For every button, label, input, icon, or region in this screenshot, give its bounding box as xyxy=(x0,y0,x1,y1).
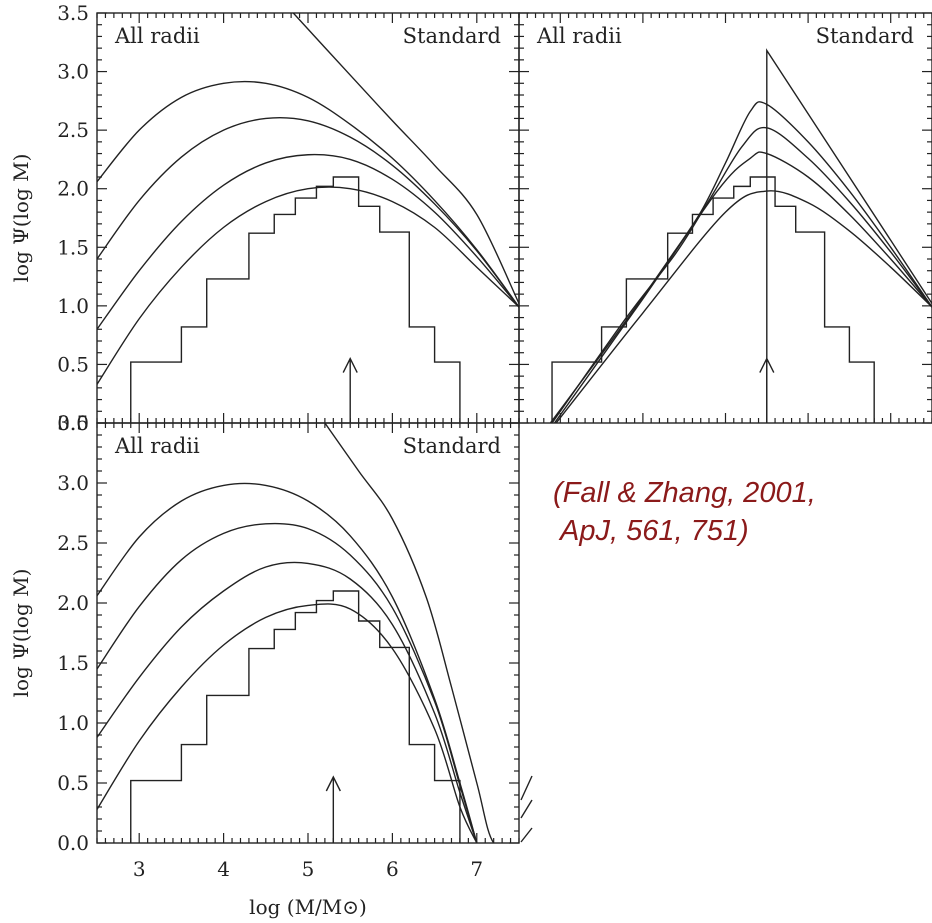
cropped-curve-2 xyxy=(520,799,533,819)
model-curve-5 xyxy=(292,13,519,304)
model-curve-3 xyxy=(97,116,519,308)
x-tick-label: 6 xyxy=(386,857,399,881)
panel-top-left: All radii Standard 0.0 0.5 1.0 1.5 2.0 2.5 3.0 3.… xyxy=(9,1,520,435)
panel-top-right: All radii Standard xyxy=(518,12,932,424)
model-curve-4 xyxy=(549,101,932,423)
panel-bottom-left: All radii Standard 0.0 0.5 1.0 1.5 2.0 2.5 3.0 3.… xyxy=(9,411,533,919)
histogram xyxy=(130,590,461,843)
label-all-radii: All radii xyxy=(536,24,622,48)
y-tick-label: 2.0 xyxy=(57,591,89,615)
y-tick-label: 1.5 xyxy=(57,235,89,259)
model-curve-1 xyxy=(97,186,519,385)
cropped-curve-1 xyxy=(520,775,533,801)
y-tick-label: 1.0 xyxy=(57,294,89,318)
y-tick-label: 2.5 xyxy=(57,118,89,142)
label-standard: Standard xyxy=(816,24,914,48)
label-standard: Standard xyxy=(403,434,501,458)
model-curve-5 xyxy=(324,423,519,843)
model-curve-2 xyxy=(97,153,519,330)
y-tick-label: 2.0 xyxy=(57,177,89,201)
y-tick-label: 1.5 xyxy=(57,651,89,675)
y-tick-label: 1.0 xyxy=(57,711,89,735)
y-tick-label: 3.5 xyxy=(57,1,89,25)
x-tick-label: 4 xyxy=(217,857,230,881)
model-curve-4 xyxy=(97,482,478,843)
model-curve-3 xyxy=(551,126,932,423)
y-tick-label: 3.0 xyxy=(57,60,89,84)
x-axis-label: log (M/M⊙) xyxy=(249,895,367,919)
y-tick-label: 0.5 xyxy=(57,352,89,376)
plot-area xyxy=(549,48,932,423)
model-curve-2 xyxy=(97,561,478,843)
x-tick-label: 7 xyxy=(470,857,483,881)
y-tick-label: 3.0 xyxy=(57,471,89,495)
model-curve-1 xyxy=(97,603,478,843)
model-curve-5 xyxy=(766,48,932,423)
histogram xyxy=(551,176,875,423)
arrow-head xyxy=(325,775,341,792)
cropped-curve-3 xyxy=(520,827,533,843)
y-axis-label: log Ψ(log M) xyxy=(9,569,33,698)
x-tick-label: 5 xyxy=(302,857,315,881)
y-tick-label: 0.5 xyxy=(57,771,89,795)
label-standard: Standard xyxy=(403,24,501,48)
plot-area xyxy=(97,13,519,423)
citation-line-1: (Fall & Zhang, 2001, xyxy=(553,477,816,509)
model-curve-4 xyxy=(97,80,519,308)
citation: (Fall & Zhang, 2001, ApJ, 561, 751) xyxy=(553,474,923,550)
arrow-head xyxy=(759,357,775,373)
y-tick-label: 0.0 xyxy=(57,831,89,855)
label-all-radii: All radii xyxy=(114,434,200,458)
y-tick-label: 0.0 xyxy=(57,411,89,435)
arrow-head xyxy=(342,357,358,373)
y-tick-label: 3.5 xyxy=(57,411,89,435)
label-all-radii: All radii xyxy=(114,24,200,48)
model-curve-3 xyxy=(97,522,478,843)
x-tick-label: 3 xyxy=(133,857,146,881)
plot-area xyxy=(97,423,519,843)
histogram xyxy=(130,176,461,423)
citation-line-2: ApJ, 561, 751) xyxy=(553,515,749,547)
y-axis-label: log Ψ(log M) xyxy=(9,154,33,283)
model-curve-2 xyxy=(553,151,932,423)
y-tick-label: 2.5 xyxy=(57,531,89,555)
